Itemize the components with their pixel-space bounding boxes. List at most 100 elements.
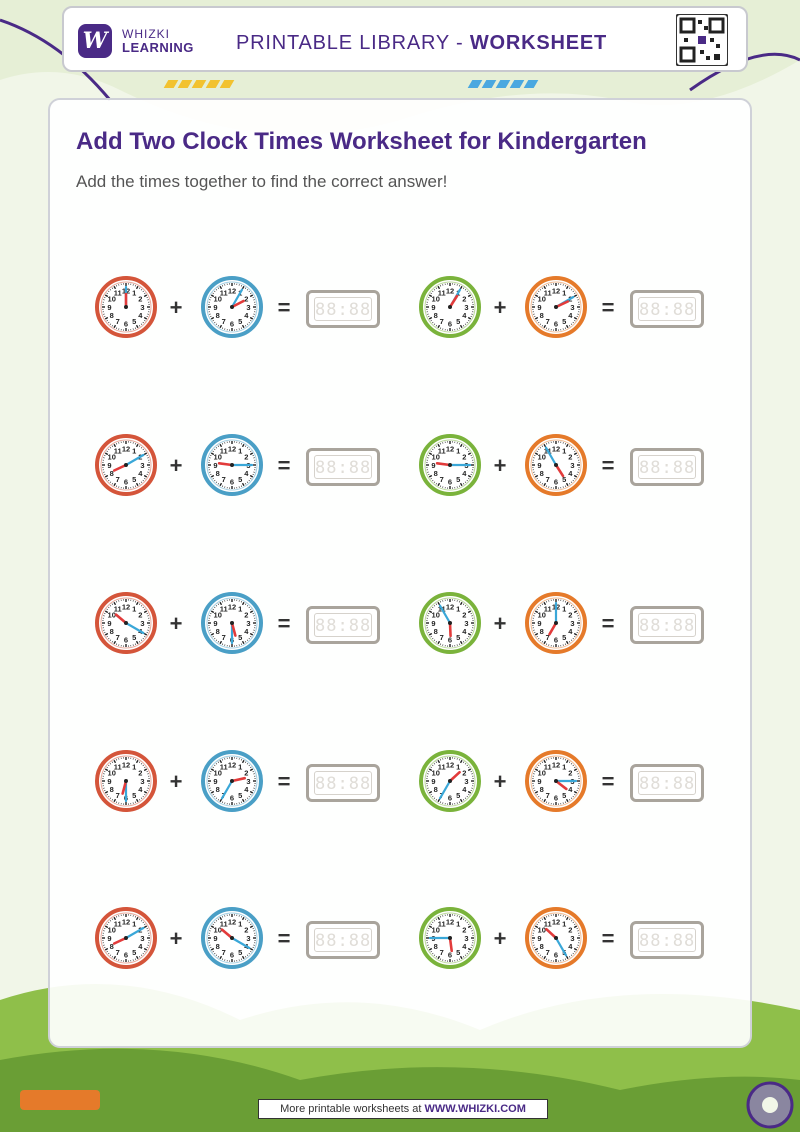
clock-number: 6 <box>230 477 234 486</box>
clock-number: 8 <box>540 942 544 951</box>
digital-answer-placeholder: 88:88 <box>314 455 372 479</box>
clock-number: 7 <box>116 475 120 484</box>
equals-sign: = <box>277 769 291 794</box>
clock-number: 5 <box>238 475 242 484</box>
clock-number: 4 <box>244 469 249 478</box>
clock-face-icon: 121234567891011 <box>525 592 587 654</box>
clock-face-icon: 121234567891011 <box>95 592 157 654</box>
clock-number: 12 <box>446 286 454 295</box>
clock-number: 9 <box>537 461 541 470</box>
clock-number: 4 <box>462 469 467 478</box>
header-title: PRINTABLE LIBRARY - WORKSHEET <box>236 32 607 55</box>
clock-addition-problem: 121234567891011+121234567891011=88:88 <box>94 433 394 503</box>
minute-hand <box>230 288 244 309</box>
clock-number: 2 <box>244 926 248 935</box>
clock-number: 7 <box>440 948 444 957</box>
equals-sign: = <box>601 611 615 636</box>
clock-number: 3 <box>464 934 468 943</box>
digital-answer-box[interactable]: 88:88 <box>306 606 380 644</box>
logo-line-1: WHIZKI <box>122 27 170 41</box>
clock-face-icon: 121234567891011 <box>201 750 263 812</box>
clock-number: 4 <box>568 469 573 478</box>
clock-number: 4 <box>462 785 467 794</box>
clock-number: 9 <box>537 303 541 312</box>
minute-hand <box>220 779 234 800</box>
clock-number: 6 <box>554 950 558 959</box>
minute-hand <box>438 604 452 625</box>
digital-answer-box[interactable]: 88:88 <box>630 921 704 959</box>
clock-number: 6 <box>124 950 128 959</box>
minute-hand <box>438 779 452 800</box>
clock-number: 9 <box>107 303 111 312</box>
clock-number: 8 <box>540 627 544 636</box>
digital-answer-box[interactable]: 88:88 <box>306 290 380 328</box>
digital-answer-box[interactable]: 88:88 <box>306 921 380 959</box>
footer-prefix: More printable worksheets at <box>280 1103 425 1115</box>
clock-number: 9 <box>107 777 111 786</box>
clock-addition-problem: 121234567891011+121234567891011=88:88 <box>418 749 718 819</box>
clock-face-icon: 121234567891011 <box>419 276 481 338</box>
clock-number: 12 <box>122 444 130 453</box>
clock-addition-problem: 121234567891011+121234567891011=88:88 <box>418 275 718 345</box>
clock-number: 11 <box>544 763 552 772</box>
worksheet-title: Add Two Clock Times Worksheet for Kinder… <box>76 128 647 155</box>
clock-number: 10 <box>538 611 546 620</box>
clock-number: 7 <box>546 948 550 957</box>
hour-hand <box>554 779 568 791</box>
clock-number: 1 <box>238 447 242 456</box>
clock-number: 12 <box>122 760 130 769</box>
clock-number: 3 <box>140 777 144 786</box>
clock-number: 2 <box>462 769 466 778</box>
clock-face-icon: 121234567891011 <box>525 907 587 969</box>
clock-number: 6 <box>554 319 558 328</box>
clock-number: 7 <box>222 475 226 484</box>
clock-number: 10 <box>432 769 440 778</box>
clock-addition-problem: 121234567891011+121234567891011=88:88 <box>418 906 718 976</box>
plus-sign: + <box>169 453 183 478</box>
clock-number: 2 <box>138 769 142 778</box>
hour-hand <box>554 463 565 478</box>
digital-answer-box[interactable]: 88:88 <box>630 606 704 644</box>
clock-number: 12 <box>122 917 130 926</box>
clock-number: 4 <box>138 469 143 478</box>
clock-number: 3 <box>246 934 250 943</box>
minute-hand <box>544 446 558 467</box>
clock-face-icon: 121234567891011 <box>525 750 587 812</box>
clock-number: 8 <box>434 942 438 951</box>
clock-number: 1 <box>562 763 566 772</box>
clock-number: 11 <box>544 605 552 614</box>
clock-number: 5 <box>132 317 136 326</box>
clock-number: 2 <box>462 453 466 462</box>
digital-answer-box[interactable]: 88:88 <box>630 290 704 328</box>
decorative-stripes-blue <box>467 80 539 92</box>
clock-number: 4 <box>138 785 143 794</box>
clock-number: 11 <box>220 289 228 298</box>
clock-number: 9 <box>431 303 435 312</box>
clock-face-icon: 121234567891011 <box>95 434 157 496</box>
clock-number: 2 <box>244 453 248 462</box>
clock-number: 1 <box>132 605 136 614</box>
clock-number: 1 <box>562 447 566 456</box>
digital-answer-placeholder: 88:88 <box>638 771 696 795</box>
digital-answer-box[interactable]: 88:88 <box>306 764 380 802</box>
clock-number: 5 <box>132 633 136 642</box>
hour-hand <box>448 936 453 953</box>
clock-number: 7 <box>546 475 550 484</box>
minute-hand <box>124 926 145 940</box>
clock-number: 6 <box>448 477 452 486</box>
clock-number: 11 <box>544 289 552 298</box>
clock-number: 6 <box>554 477 558 486</box>
clock-face-icon: 121234567891011 <box>419 750 481 812</box>
digital-answer-box[interactable]: 88:88 <box>630 764 704 802</box>
clock-number: 1 <box>132 289 136 298</box>
plus-sign: + <box>493 295 507 320</box>
clock-number: 9 <box>213 461 217 470</box>
clock-number: 12 <box>446 602 454 611</box>
minute-hand <box>124 621 145 635</box>
clock-addition-problem: 121234567891011+121234567891011=88:88 <box>94 591 394 661</box>
digital-answer-box[interactable]: 88:88 <box>306 448 380 486</box>
footer-link[interactable]: More printable worksheets at WWW.WHIZKI.… <box>258 1099 548 1119</box>
clock-number: 1 <box>238 605 242 614</box>
digital-answer-box[interactable]: 88:88 <box>630 448 704 486</box>
clock-number: 8 <box>434 311 438 320</box>
